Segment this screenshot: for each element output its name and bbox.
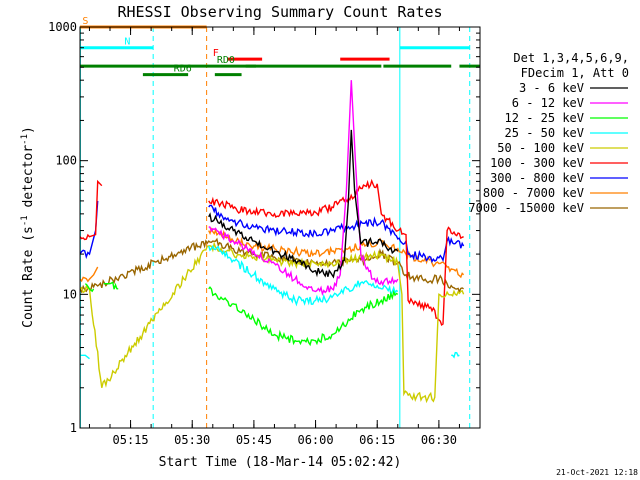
legend-label-50-100-kev: 50 - 100 keV [497, 141, 584, 155]
series-line-7000-15000-kev [79, 237, 464, 294]
series-line-100-300-kev [79, 178, 464, 326]
y-axis-label: Count Rate (s-1 detector-1) [20, 126, 36, 328]
plot-timestamp: 21-Oct-2021 12:18 [556, 468, 638, 477]
legend-label-25-50-kev: 25 - 50 keV [505, 126, 584, 140]
x-tick-label: 05:45 [236, 433, 272, 447]
series-line-6-12-kev [208, 80, 399, 297]
legend-label-6-12-kev: 6 - 12 keV [512, 96, 584, 110]
series-line-50-100-kev [79, 241, 465, 404]
y-tick-label: 10 [63, 287, 77, 301]
x-axis-label: Start Time (18-Mar-14 05:02:42) [159, 455, 402, 470]
flag-label-s: S [82, 16, 88, 27]
flag-label-f: F [213, 48, 219, 59]
y-tick-label: 1 [70, 421, 77, 435]
x-tick-label: 05:15 [113, 433, 149, 447]
legend-header-line-2: FDecim 1, Att 0 [521, 66, 629, 80]
x-tick-label: 06:00 [297, 433, 333, 447]
legend-label-800-7000-kev: 800 - 7000 keV [483, 186, 584, 200]
series-line-300-800-kev [79, 200, 465, 264]
plot-frame [79, 26, 481, 429]
flag-label-rd6: RD6 [174, 64, 192, 75]
flag-label-rd0: RD0 [217, 55, 235, 66]
x-tick-label: 06:30 [421, 433, 457, 447]
series-line-800-7000-kev [79, 227, 465, 283]
series-line-3-6-kev [208, 129, 399, 279]
flag-label-n: N [124, 37, 130, 48]
x-tick-label: 06:15 [359, 433, 395, 447]
legend-label-100-300-kev: 100 - 300 keV [490, 156, 584, 170]
x-tick-label: 05:30 [174, 433, 210, 447]
legend-label-12-25-kev: 12 - 25 keV [505, 111, 584, 125]
legend-label-300-800-kev: 300 - 800 keV [490, 171, 584, 185]
series-line-25-50-kev [80, 244, 460, 360]
y-tick-label: 1000 [48, 20, 77, 34]
legend-header-line-1: Det 1,3,4,5,6,9, [513, 51, 629, 65]
series-line-12-25-kev [84, 281, 399, 347]
legend-label-7000-15000-kev: 7000 - 15000 keV [468, 201, 584, 215]
y-tick-label: 100 [55, 154, 77, 168]
legend-label-3-6-kev: 3 - 6 keV [519, 81, 584, 95]
chart-title: RHESSI Observing Summary Count Rates [117, 3, 442, 21]
